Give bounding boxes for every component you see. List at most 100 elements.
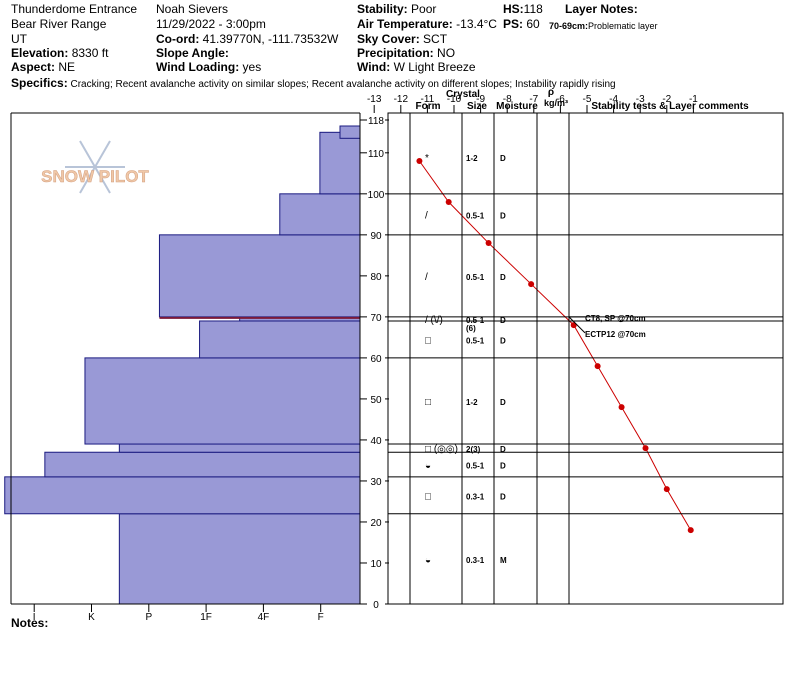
test-arrow [568,316,586,334]
header-stability: Stability tests & Layer comments [591,101,749,112]
hardness-bar [4,476,361,515]
stability: Stability: Poor [357,2,437,16]
aspect: Aspect: NE [11,60,76,74]
layer-moisture: D [500,154,506,163]
temp-tick-label: -7 [529,94,538,105]
layer-form: / [425,272,428,283]
state: UT [11,32,27,46]
stability-test-label: CT8, SP @70cm [585,314,646,323]
temperature-point [642,445,649,452]
layer-form: □ [425,491,431,502]
layer-note: 70-69cm:Problematic layer [549,21,658,31]
slope-angle: Slope Angle: [156,46,229,60]
logo-flake-arm [79,140,96,168]
height-tick-label: 100 [368,190,385,201]
height-tick-label: 110 [368,149,384,160]
layer-moisture: D [500,336,506,345]
layer-size: 2(3) [466,445,481,454]
layer-size: 0.5-1 [466,211,485,220]
header-density-symbol: ρ [548,87,554,98]
header-crystal: Crystal [446,89,480,100]
temperature-point [445,199,452,206]
header-density-unit: kg/m³ [544,98,568,108]
logo-flake-arm [79,166,96,194]
coordinates: Co-ord: 41.39770N, -111.73532W [156,32,339,46]
layer-form: / [425,210,428,221]
height-tick-label: 20 [370,518,382,529]
snowpilot-logo: SNOW PILOT [41,140,150,194]
layer-form: □ [425,397,431,408]
temp-tick-label: -13 [367,94,382,105]
hardness-bar [319,131,361,195]
hardness-bar [158,234,361,318]
layer-form: / (\/) [425,315,443,326]
axes: -13 -12 -11 -10 -9 -8 -7 -6 -5 -4 -3 -2 -1 I K P 1F 4F F 0 1… [10,94,698,623]
hardness-bar [44,451,361,478]
layer-moisture: D [500,211,506,220]
temperature-point [528,281,535,288]
hardness-bar [118,513,361,605]
layer-size: 0.5-1 [466,316,485,325]
elevation: Elevation: 8330 ft [11,46,109,60]
temp-tick-label: -8 [503,94,512,105]
specifics: Specifics: Cracking; Recent avalanche ac… [11,76,616,90]
temp-tick-label: -10 [447,94,462,105]
height-tick-label: 40 [370,436,382,447]
layer-form: ◒ [425,461,431,472]
hardness-tick-label: 4F [258,612,270,623]
layer-size: 0.3-1 [466,492,485,501]
height-tick-label: 70 [370,313,382,324]
layer-form: ◒ [425,555,431,566]
layer-form: * [425,153,429,164]
stability-test-label: ECTP12 @70cm [585,330,646,339]
hardness-bar [84,357,361,445]
temperature-point [485,240,492,247]
temp-tick-label: -3 [636,94,645,105]
wind-loading: Wind Loading: yes [156,60,262,74]
layer-size-secondary: (6) [466,324,476,333]
layer-moisture: M [500,556,507,565]
layer-moisture: D [500,316,506,325]
hardness-tick-label: P [145,612,152,623]
penetration: PS: 60 [503,17,540,31]
temp-tick-label: -1 [689,94,698,105]
layer-size: 0.5-1 [466,273,485,282]
layer-moisture: D [500,398,506,407]
header-form: Form [416,101,441,112]
layer-size: 1-2 [466,154,478,163]
weak-layer-marker [159,316,360,319]
hardness-tick-label: 1F [200,612,212,623]
logo-flake-arm [94,140,111,168]
precipitation: Precipitation: NO [357,46,456,60]
hardness-bar [118,443,361,453]
snow-height: HS:118 [503,2,543,16]
layer-notes-label: Layer Notes: [565,2,638,16]
temp-tick-label: -6 [556,94,565,105]
logo-flake-arm [94,166,111,194]
layer-size: 0.3-1 [466,556,485,565]
notes-label: Notes: [11,616,49,630]
hardness-bar [279,193,361,236]
mountain-range: Bear River Range [11,17,107,31]
header-moisture: Moisture [496,101,538,112]
temp-tick-label: -9 [476,94,485,105]
sky-cover: Sky Cover: SCT [357,32,448,46]
layer-moisture: D [500,462,506,471]
hardness-tick-label: F [318,612,324,623]
wind: Wind: W Light Breeze [357,60,476,74]
height-tick-label: 0 [373,600,379,611]
layer-size: 0.5-1 [466,462,485,471]
layer-table: Crystal Form Size Moisture ρkg/m³ Stability t… [387,87,784,605]
temp-tick-label: -4 [609,94,618,105]
datetime: 11/29/2022 - 3:00pm [156,17,266,31]
hardness-bar [339,125,361,139]
hardness-tick-label: K [88,612,95,623]
temperature-profile [416,158,694,534]
hardness-profile: SNOW PILOT [4,125,361,605]
observer: Noah Sievers [156,2,229,16]
temperature-line [419,160,692,531]
height-tick-label: 90 [370,231,382,242]
layer-moisture: D [500,492,506,501]
hardness-tick-label: I [33,612,36,623]
